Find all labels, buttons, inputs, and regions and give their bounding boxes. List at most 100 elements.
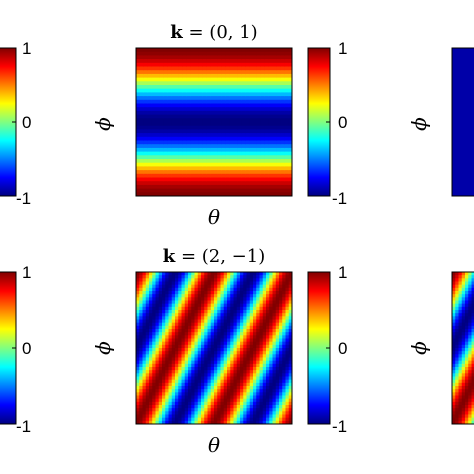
heatmap-cell (214, 310, 218, 314)
heatmap-cell (165, 284, 170, 289)
heatmap-cell (210, 344, 215, 349)
heatmap-cell (151, 59, 157, 64)
heatmap-cell (461, 310, 466, 314)
heatmap-cell (461, 297, 466, 302)
heatmap-cell (168, 417, 173, 422)
heatmap-cell (285, 338, 290, 343)
heatmap-cell (188, 414, 192, 419)
heatmap-cell (285, 297, 290, 302)
heatmap-cell (188, 329, 192, 333)
heatmap-cell (184, 297, 189, 302)
heatmap-cell (162, 417, 166, 422)
heatmap-cell (227, 341, 231, 346)
heatmap-cell (139, 188, 145, 193)
heatmap-cell (207, 360, 212, 365)
heatmap-cell (168, 341, 173, 346)
heatmap-cell (175, 351, 179, 355)
heatmap-cell (240, 325, 244, 330)
heatmap-cell (159, 147, 164, 153)
heatmap-cell (245, 184, 250, 190)
heatmap-cell (221, 140, 227, 145)
heatmap-cell (206, 77, 211, 82)
heatmap-cell (246, 417, 251, 422)
heatmap-cell (214, 332, 218, 336)
heatmap-cell (233, 379, 238, 384)
heatmap-cell (236, 344, 241, 349)
heatmap-cell (159, 140, 164, 145)
heatmap-cell (194, 77, 199, 82)
heatmap-cell (266, 319, 270, 324)
heatmap-cell (171, 284, 176, 289)
heatmap-cell (136, 122, 141, 127)
heatmap-cell (171, 281, 176, 286)
heatmap-cell (194, 357, 199, 362)
heatmap-cell (184, 275, 189, 279)
heatmap-cell (471, 329, 474, 333)
heatmap-cell (249, 55, 254, 60)
heatmap-cell (162, 370, 166, 374)
heatmap-cell (145, 341, 150, 346)
heatmap-cell (165, 386, 170, 390)
heatmap-cell (253, 55, 258, 60)
heatmap-cell (253, 188, 258, 193)
heatmap-cell (471, 284, 474, 289)
heatmap-cell (181, 319, 186, 324)
heatmap-cell (269, 322, 274, 327)
heatmap-cell (178, 62, 184, 68)
heatmap-cell (452, 348, 456, 352)
heatmap-cell (155, 354, 160, 359)
heatmap-cell (217, 338, 222, 343)
heatmap-cell (452, 306, 456, 311)
heatmap-cell (145, 294, 150, 298)
heatmap-cell (207, 351, 212, 355)
heatmap-cell (217, 48, 223, 53)
heatmap-cell (275, 417, 280, 422)
heatmap-cell (220, 291, 225, 295)
heatmap-cell (210, 338, 215, 343)
heatmap-cell (198, 192, 203, 196)
heatmap-cell (188, 310, 192, 314)
heatmap-cell (142, 351, 147, 355)
heatmap-cell (461, 303, 466, 308)
heatmap-cell (243, 401, 248, 406)
heatmap-cell (168, 310, 173, 314)
heatmap-cell (276, 151, 281, 156)
heatmap-cell (233, 278, 238, 283)
heatmap-cell (223, 316, 228, 321)
heatmap-cell (202, 181, 207, 186)
heatmap-cell (266, 408, 270, 412)
heatmap-cell (142, 313, 147, 317)
heatmap-cell (152, 382, 157, 387)
heatmap-cell (136, 275, 140, 279)
heatmap-cell (171, 73, 176, 79)
heatmap-cell (259, 408, 264, 412)
heatmap-cell (214, 118, 219, 123)
heatmap-cell (201, 363, 205, 368)
colorbar-top-left: 1 0 -1 (0, 39, 31, 208)
heatmap-cell (162, 344, 166, 349)
heatmap-cell (149, 411, 153, 416)
heatmap-cell (256, 373, 261, 378)
heatmap-cell (256, 129, 262, 134)
heatmap-cell (207, 379, 212, 384)
heatmap-cell (152, 392, 157, 397)
heatmap-cell (276, 184, 281, 190)
heatmap-cell (152, 338, 157, 343)
heatmap-cell (241, 129, 246, 134)
heatmap-cell (165, 392, 170, 397)
heatmap-cell (272, 319, 277, 324)
heatmap-cell (158, 287, 163, 292)
heatmap-cell (136, 170, 141, 175)
heatmap-cell (168, 275, 173, 279)
heatmap-cell (266, 322, 270, 327)
heatmap-cell (210, 155, 215, 160)
heatmap-cell (468, 300, 473, 305)
heatmap-cell (461, 370, 466, 374)
heatmap-cell (243, 284, 248, 289)
heatmap-cell (240, 405, 244, 409)
heatmap-cell (455, 386, 460, 390)
heatmap-cell (178, 310, 183, 314)
heatmap-cell (206, 118, 211, 123)
heatmap-cell (241, 140, 246, 145)
heatmap-cell (279, 408, 283, 412)
